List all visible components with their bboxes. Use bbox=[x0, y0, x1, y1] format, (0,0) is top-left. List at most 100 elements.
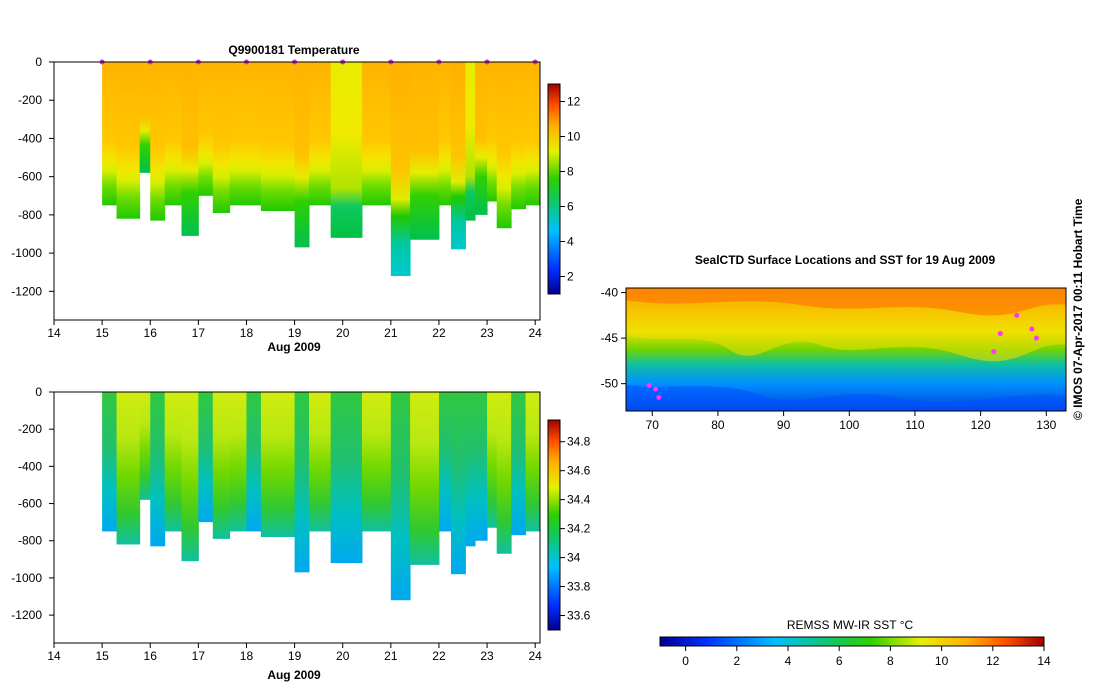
colorbar-tick-label: 34.8 bbox=[567, 435, 591, 449]
profile-column bbox=[465, 62, 476, 221]
sst-colorbar-label: REMSS MW-IR SST °C bbox=[787, 618, 914, 632]
salinity-y-axis: 0 -200 -400 -600 -800 -1000 -1200 bbox=[11, 385, 54, 622]
colorbar-tick-label: 34.6 bbox=[567, 464, 591, 478]
seal-location bbox=[646, 382, 652, 388]
x-tick-label: 24 bbox=[529, 326, 543, 340]
seal-location bbox=[997, 331, 1003, 337]
x-tick-label: 21 bbox=[384, 649, 398, 663]
sst-map-title: SealCTD Surface Locations and SST for 19… bbox=[695, 253, 996, 267]
colorbar-tick-label: 0 bbox=[682, 654, 689, 668]
x-tick-label: 16 bbox=[144, 326, 158, 340]
temperature-plot-frame bbox=[53, 61, 541, 321]
profile-column bbox=[229, 62, 247, 206]
profile-column bbox=[450, 62, 466, 250]
x-tick-label: 14 bbox=[47, 649, 61, 663]
profile-column bbox=[410, 62, 426, 240]
x-tick-label: 23 bbox=[480, 649, 494, 663]
profile-column bbox=[424, 62, 440, 240]
x-tick-label: 120 bbox=[971, 418, 991, 432]
profile-column bbox=[212, 392, 231, 539]
profile-column bbox=[438, 62, 452, 206]
profile-column bbox=[102, 392, 118, 532]
x-tick-label: 16 bbox=[144, 649, 158, 663]
colorbar-tick-label: 34 bbox=[567, 551, 581, 565]
salinity-colorbar-ticks: 33.6 33.8 34 34.2 34.4 34.6 34.8 bbox=[560, 435, 591, 623]
profile-column bbox=[371, 62, 392, 206]
profile-column bbox=[450, 392, 466, 575]
colorbar-tick-label: 10 bbox=[567, 130, 581, 144]
profile-column bbox=[475, 62, 488, 215]
colorbar-tick-label: 12 bbox=[567, 95, 581, 109]
profile-column bbox=[342, 62, 363, 238]
profile-column bbox=[246, 62, 262, 206]
y-tick-label: -40 bbox=[601, 286, 619, 300]
sst-colorbar-ticks: 0 2 4 6 8 10 12 14 bbox=[682, 646, 1051, 668]
profile-column bbox=[164, 392, 183, 532]
temperature-x-axis: 14 15 16 17 18 19 20 21 22 23 24 bbox=[47, 320, 542, 340]
x-tick-label: 80 bbox=[711, 418, 725, 432]
profile-column bbox=[309, 392, 332, 532]
profile-column bbox=[487, 62, 498, 202]
profile-column bbox=[139, 62, 151, 173]
x-tick-label: 70 bbox=[646, 418, 660, 432]
x-tick-label: 19 bbox=[288, 326, 302, 340]
colorbar-tick-label: 4 bbox=[785, 654, 792, 668]
colorbar-tick-label: 2 bbox=[733, 654, 740, 668]
x-tick-label: 130 bbox=[1036, 418, 1056, 432]
profile-column bbox=[330, 62, 344, 238]
x-tick-label: 20 bbox=[336, 326, 350, 340]
profile-column bbox=[309, 62, 332, 206]
x-tick-label: 22 bbox=[432, 649, 446, 663]
colorbar-tick-label: 33.6 bbox=[567, 609, 591, 623]
profile-column bbox=[198, 62, 214, 196]
x-tick-label: 20 bbox=[336, 649, 350, 663]
salinity-section-panel: 0 -200 -400 -600 -800 -1000 -1200 14 15 16 17 18 19… bbox=[11, 385, 590, 682]
profile-column bbox=[330, 392, 344, 564]
y-tick-label: -200 bbox=[18, 422, 42, 436]
temperature-title: Q9900181 Temperature bbox=[228, 43, 360, 57]
profile-column bbox=[535, 392, 541, 532]
profile-column bbox=[410, 392, 426, 565]
profile-column bbox=[535, 62, 541, 206]
salinity-colorbar bbox=[547, 419, 561, 631]
x-tick-label: 24 bbox=[529, 649, 543, 663]
y-tick-label: -1000 bbox=[11, 246, 42, 260]
y-tick-label: -50 bbox=[601, 377, 619, 391]
colorbar-tick-label: 2 bbox=[567, 270, 574, 284]
salinity-profiles bbox=[102, 392, 541, 601]
y-tick-label: -600 bbox=[18, 170, 42, 184]
sst-cold-water bbox=[626, 385, 1066, 411]
profile-column bbox=[116, 62, 141, 219]
profile-column bbox=[229, 392, 247, 532]
sst-map-y-axis: -40 -45 -50 bbox=[601, 286, 626, 391]
profile-column bbox=[361, 62, 373, 206]
temperature-x-axis-label: Aug 2009 bbox=[267, 340, 321, 354]
y-tick-label: 0 bbox=[35, 385, 42, 399]
profile-column bbox=[260, 62, 279, 212]
sst-map-frame bbox=[625, 287, 1067, 412]
colorbar-tick-label: 12 bbox=[986, 654, 1000, 668]
temperature-y-axis: 0 -200 -400 -600 -800 -1000 -1200 bbox=[11, 55, 54, 298]
x-tick-label: 17 bbox=[192, 649, 206, 663]
profile-column bbox=[511, 62, 527, 210]
profile-column bbox=[277, 62, 296, 212]
y-tick-label: -200 bbox=[18, 93, 42, 107]
salinity-plot-frame bbox=[53, 391, 541, 644]
x-tick-label: 18 bbox=[240, 326, 254, 340]
sst-warm-core bbox=[626, 288, 1066, 316]
salinity-x-axis-label: Aug 2009 bbox=[267, 668, 321, 682]
y-tick-label: -1000 bbox=[11, 571, 42, 585]
temperature-colorbar bbox=[547, 83, 561, 295]
temperature-section-panel: Q9900181 Temperature 0 -200 -400 -600 -800 -1… bbox=[11, 43, 580, 354]
colorbar-tick-label: 34.2 bbox=[567, 522, 591, 536]
profile-column bbox=[390, 62, 411, 277]
profile-column bbox=[139, 392, 151, 500]
profile-column bbox=[342, 392, 363, 564]
profile-column bbox=[487, 392, 498, 528]
x-tick-label: 18 bbox=[240, 649, 254, 663]
y-tick-label: -400 bbox=[18, 131, 42, 145]
profile-column bbox=[246, 392, 262, 532]
profile-column bbox=[277, 392, 296, 538]
y-tick-label: -800 bbox=[18, 534, 42, 548]
